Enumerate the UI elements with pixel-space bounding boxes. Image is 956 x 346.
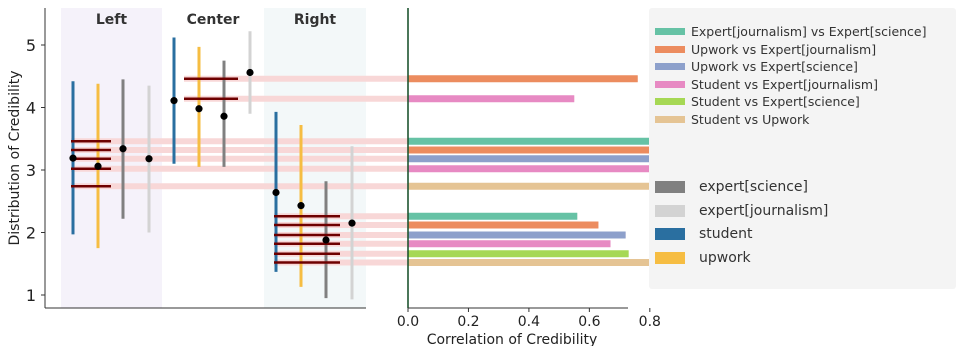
correlation-bar xyxy=(408,95,575,103)
mean-point-right-upwork xyxy=(297,202,305,210)
mean-point-left-expert-science- xyxy=(119,145,127,153)
mean-point-center-expert-science- xyxy=(220,112,228,120)
x-tick-label: 0.4 xyxy=(518,314,540,330)
legend-item-pair: Student vs Upwork xyxy=(655,112,809,127)
legend: Expert[journalism] vs Expert[science] Upw… xyxy=(649,8,956,289)
correlation-bar xyxy=(408,231,626,239)
correlation-bar xyxy=(408,240,611,248)
legend-item-rater: upwork xyxy=(655,250,751,266)
correlation-bar xyxy=(408,221,599,229)
mean-point-left-student xyxy=(69,154,77,162)
x-tick-label: 0.8 xyxy=(639,314,661,330)
y-tick-label: 5 xyxy=(26,36,36,55)
legend-swatch xyxy=(655,80,685,88)
mean-point-left-upwork xyxy=(94,162,102,170)
legend-label: student xyxy=(699,226,753,242)
y-axis-title: Distribution of Credibility xyxy=(7,70,23,245)
mean-point-center-student xyxy=(170,97,178,105)
correlation-bar xyxy=(408,212,578,220)
mean-point-right-expert-science- xyxy=(322,236,330,244)
correlation-bar xyxy=(408,259,674,266)
chart-labels: Left Center Right 1 2 3 4 5 0.0 0.2 0.4 0.6 0.8 Distr… xyxy=(7,12,661,346)
legend-label: Student vs Expert[science] xyxy=(691,94,860,109)
x-tick-label: 0.6 xyxy=(578,314,600,330)
legend-swatch xyxy=(655,204,685,217)
legend-swatch xyxy=(655,251,685,264)
correlation-bar xyxy=(408,155,668,163)
legend-item-pair: Student vs Expert[journalism] xyxy=(655,77,878,92)
y-tick-label: 2 xyxy=(26,224,36,243)
legend-swatch xyxy=(655,98,685,105)
legend-label: Upwork vs Expert[journalism] xyxy=(691,41,877,57)
correlation-bars xyxy=(408,75,674,266)
legend-swatch xyxy=(655,28,685,35)
correlation-bar xyxy=(408,250,629,258)
legend-swatch xyxy=(655,181,685,193)
legend-item-rater: expert[journalism] xyxy=(655,203,828,219)
x-tick-label: 0.2 xyxy=(457,314,479,330)
legend-label: expert[science] xyxy=(699,179,808,195)
legend-swatch xyxy=(655,228,685,240)
legend-swatch xyxy=(655,45,685,53)
mean-point-center-expert-journalism- xyxy=(246,68,254,77)
legend-item-pair: Student vs Expert[science] xyxy=(655,94,860,109)
legend-item-pair: Upwork vs Expert[journalism] xyxy=(655,42,876,57)
correlation-bar xyxy=(408,75,638,83)
legend-label: Upwork vs Expert[science] xyxy=(691,59,858,74)
y-tick-label: 1 xyxy=(26,286,36,305)
legend-label: upwork xyxy=(699,249,751,266)
x-tick-label: 0.0 xyxy=(397,314,419,330)
y-tick-label: 4 xyxy=(26,99,36,118)
mean-point-right-expert-journalism- xyxy=(348,219,356,227)
group-label-left: Left xyxy=(96,12,128,28)
x-axis-title: Correlation of Credibility xyxy=(427,332,598,346)
correlation-bar xyxy=(408,182,650,190)
y-tick-label: 3 xyxy=(26,161,36,180)
legend-label: Student vs Expert[journalism] xyxy=(691,76,878,92)
group-label-right: Right xyxy=(294,12,337,28)
correlation-bar xyxy=(408,146,667,154)
median-segments xyxy=(71,77,340,264)
correlation-bar xyxy=(408,137,665,145)
legend-item-pair: Expert[journalism] vs Expert[science] xyxy=(655,24,927,39)
mean-points xyxy=(69,68,356,244)
legend-swatch xyxy=(655,115,685,123)
mean-point-left-expert-journalism- xyxy=(145,155,153,163)
legend-label: Student vs Upwork xyxy=(691,111,810,127)
legend-swatch xyxy=(655,63,685,70)
group-label-center: Center xyxy=(187,12,240,28)
legend-item-rater: student xyxy=(655,226,753,242)
legend-label: Expert[journalism] vs Expert[science] xyxy=(691,24,927,39)
correlation-bar xyxy=(408,165,662,173)
legend-item-pair: Upwork vs Expert[science] xyxy=(655,59,858,74)
mean-point-center-upwork xyxy=(195,105,203,113)
chart-axes xyxy=(41,8,651,312)
mean-point-right-student xyxy=(272,188,280,197)
legend-label: expert[journalism] xyxy=(699,202,829,219)
legend-item-rater: expert[science] xyxy=(655,179,808,195)
